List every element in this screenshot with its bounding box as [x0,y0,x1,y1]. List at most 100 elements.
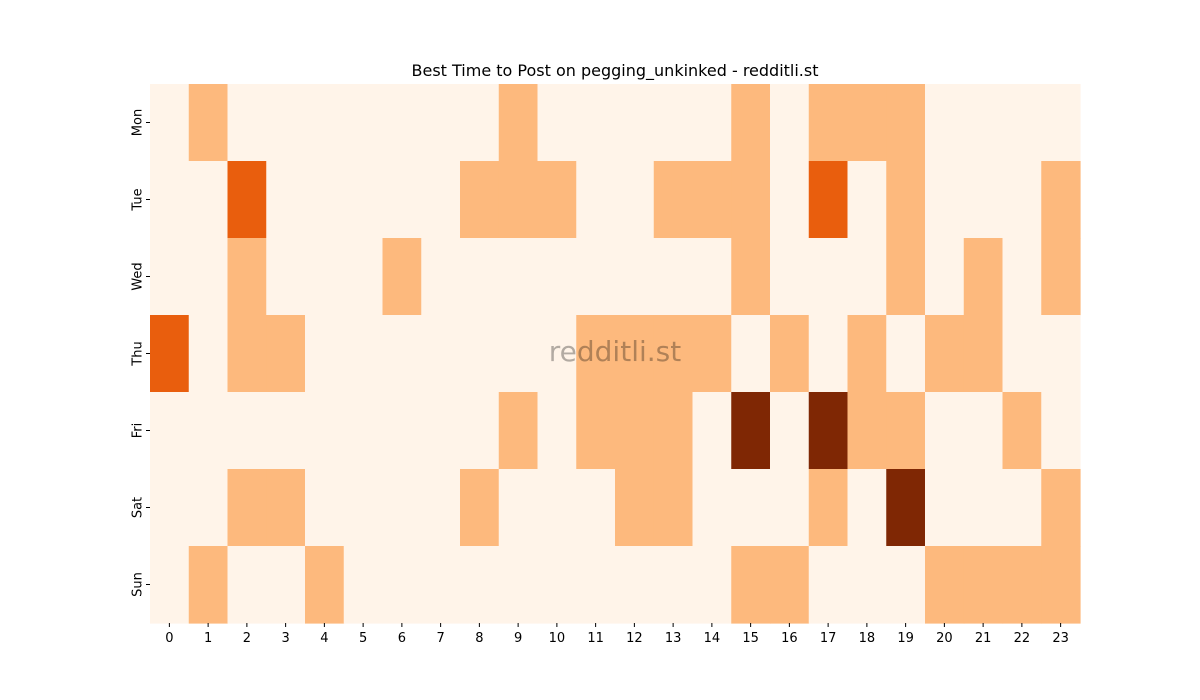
heatmap-cell-fri-20 [925,392,965,470]
y-tick-label-mon: Mon [131,109,146,136]
heatmap-cell-thu-6 [382,315,422,393]
heatmap-cell-tue-10 [537,161,577,239]
heatmap-cell-mon-15 [731,84,771,162]
heatmap-cell-mon-8 [460,84,500,162]
heatmap-cell-thu-8 [460,315,500,393]
heatmap-cell-sat-14 [692,469,732,547]
heatmap-cell-fri-22 [1002,392,1042,470]
x-tick-label-23: 23 [1052,631,1069,646]
heatmap-cell-wed-3 [266,238,306,316]
heatmap-cell-wed-23 [1041,238,1081,316]
heatmap-cell-thu-7 [421,315,461,393]
heatmap-cell-mon-22 [1002,84,1042,162]
heatmap-cell-tue-2 [227,161,267,239]
heatmap-cell-thu-13 [653,315,694,393]
heatmap-cell-fri-10 [537,392,577,470]
x-tick-label-5: 5 [359,631,367,646]
heatmap-cell-sun-3 [266,546,306,624]
heatmap-cell-sat-1 [188,469,229,547]
heatmap-cell-sun-4 [305,546,345,624]
heatmap-cell-wed-22 [1002,238,1042,316]
heatmap-cell-thu-18 [847,315,887,393]
y-tick-label-sat: Sat [131,497,146,518]
heatmap-cell-sun-5 [343,546,384,624]
heatmap-cell-wed-13 [653,238,694,316]
heatmap-cell-fri-12 [615,392,655,470]
heatmap-cell-thu-12 [615,315,655,393]
heatmap-cells [150,84,1081,624]
heatmap-cell-sat-4 [305,469,345,547]
heatmap-cell-sun-12 [615,546,655,624]
heatmap-cell-wed-19 [886,238,926,316]
heatmap-cell-wed-1 [188,238,229,316]
heatmap-cell-thu-1 [188,315,229,393]
heatmap-cell-wed-16 [770,238,810,316]
heatmap-cell-sun-14 [692,546,732,624]
heatmap-cell-fri-21 [963,392,1004,470]
heatmap-cell-tue-8 [460,161,500,239]
heatmap-cell-mon-0 [150,84,190,162]
heatmap-cell-mon-7 [421,84,461,162]
heatmap-cell-sat-15 [731,469,771,547]
heatmap-cell-sun-23 [1041,546,1081,624]
heatmap-cell-tue-14 [692,161,732,239]
heatmap-cell-fri-2 [227,392,267,470]
heatmap-cell-mon-16 [770,84,810,162]
heatmap-cell-wed-17 [808,238,849,316]
heatmap-cell-tue-4 [305,161,345,239]
x-tick-label-11: 11 [587,631,604,646]
y-tick-label-fri: Fri [131,423,146,439]
heatmap-cell-wed-15 [731,238,771,316]
heatmap-cell-tue-1 [188,161,229,239]
heatmap-cell-fri-0 [150,392,190,470]
heatmap-cell-mon-17 [808,84,849,162]
heatmap-cell-sat-11 [576,469,616,547]
heatmap-cell-sun-17 [808,546,849,624]
heatmap-cell-thu-14 [692,315,732,393]
x-tick-label-3: 3 [281,631,289,646]
heatmap-cell-mon-20 [925,84,965,162]
x-tick-label-1: 1 [204,631,212,646]
heatmap-cell-mon-4 [305,84,345,162]
heatmap-cell-sun-8 [460,546,500,624]
heatmap-cell-fri-15 [731,392,771,470]
heatmap-cell-fri-18 [847,392,887,470]
heatmap-cell-sat-2 [227,469,267,547]
y-tick-label-thu: Thu [131,341,146,366]
y-tick-label-tue: Tue [131,188,146,211]
heatmap-cell-fri-11 [576,392,616,470]
heatmap-cell-fri-6 [382,392,422,470]
heatmap-cell-sat-5 [343,469,384,547]
heatmap-cell-thu-4 [305,315,345,393]
heatmap-cell-sun-22 [1002,546,1042,624]
heatmap-cell-wed-7 [421,238,461,316]
heatmap-cell-thu-5 [343,315,384,393]
heatmap-cell-sun-10 [537,546,577,624]
heatmap-cell-tue-21 [963,161,1004,239]
heatmap-cell-fri-19 [886,392,926,470]
heatmap-cell-sat-21 [963,469,1004,547]
heatmap-cell-mon-11 [576,84,616,162]
x-tick-label-20: 20 [936,631,953,646]
x-tick-label-12: 12 [626,631,643,646]
heatmap-cell-sun-2 [227,546,267,624]
x-tick-label-17: 17 [820,631,837,646]
heatmap-cell-sun-19 [886,546,926,624]
heatmap-cell-tue-5 [343,161,384,239]
heatmap-cell-sun-6 [382,546,422,624]
heatmap-cell-sat-7 [421,469,461,547]
heatmap-cell-sun-9 [498,546,539,624]
heatmap-cell-sun-16 [770,546,810,624]
heatmap-cell-tue-17 [808,161,849,239]
heatmap-cell-sat-16 [770,469,810,547]
heatmap-cell-tue-16 [770,161,810,239]
heatmap-cell-thu-10 [537,315,577,393]
heatmap-cell-tue-7 [421,161,461,239]
x-tick-label-16: 16 [781,631,798,646]
heatmap-cell-sat-20 [925,469,965,547]
heatmap-cell-thu-21 [963,315,1004,393]
x-axis: 0 1 2 3 4 5 6 7 8 9 10 11 12 13 14 15 16 17 18 19 20 21 22 23 [165,623,1069,646]
heatmap-cell-sat-17 [808,469,849,547]
x-tick-label-4: 4 [320,631,328,646]
heatmap-cell-thu-20 [925,315,965,393]
